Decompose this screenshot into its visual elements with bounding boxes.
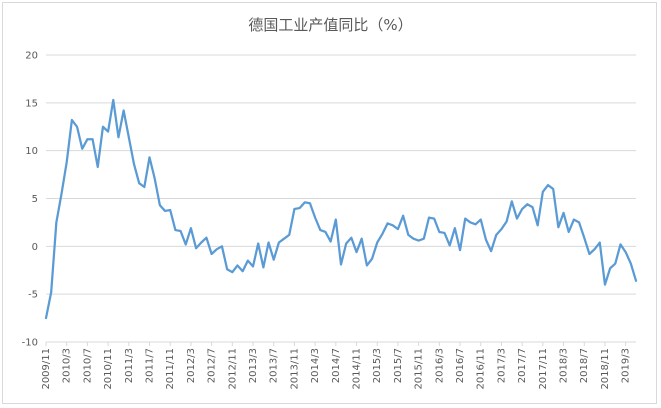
y-axis: -10 -5 0 5 10 15 20 [22,51,38,349]
y-tick-label: 20 [25,51,38,62]
x-tick-label: 2013/11 [289,348,300,390]
x-tick-label: 2009/11 [41,348,52,390]
x-tick-label: 2012/7 [207,348,218,383]
y-tick-label: 15 [25,98,38,109]
x-tick-label: 2013/3 [248,348,259,383]
y-tick-label: 0 [32,242,38,253]
chart-frame [2,2,657,404]
series-layer [44,98,638,320]
y-tick-label: -5 [28,290,38,301]
x-tick-label: 2014/3 [310,348,321,383]
x-tick-label: 2014/11 [352,348,363,390]
x-tick-label: 2012/11 [227,348,238,390]
x-axis: 2009/11 2010/3 2010/7 2010/11 2011/3 2011/7 20… [41,342,632,390]
x-tick-label: 2011/3 [124,348,135,383]
y-tick-label: 10 [25,146,38,157]
x-tick-label: 2017/11 [538,348,549,390]
x-tick-label: 2010/11 [103,348,114,390]
y-tick-label: 5 [32,194,38,205]
x-tick-label: 2016/11 [476,348,487,390]
x-tick-label: 2018/3 [559,348,570,383]
x-tick-label: 2015/11 [414,348,425,390]
x-tick-label: 2014/7 [331,348,342,383]
x-tick-label: 2015/3 [372,348,383,383]
x-tick-label: 2016/7 [455,348,466,383]
x-tick-label: 2018/11 [600,348,611,390]
y-tick-label: -10 [22,338,38,349]
x-tick-label: 2016/3 [434,348,445,383]
x-tick-label: 2018/7 [579,348,590,383]
grid-lines [46,54,636,343]
x-tick-label: 2010/7 [82,348,93,383]
x-tick-label: 2012/3 [186,348,197,383]
x-tick-label: 2015/7 [393,348,404,383]
x-tick-label: 2011/11 [165,348,176,390]
x-tick-label: 2013/7 [269,348,280,383]
x-tick-label: 2010/3 [62,348,73,383]
x-tick-label: 2017/3 [496,348,507,383]
chart-title: 德国工业产值同比（%） [248,16,413,34]
x-tick-label: 2019/3 [621,348,632,383]
series-line [44,98,638,320]
x-tick-label: 2011/7 [145,348,156,383]
x-tick-label: 2017/7 [517,348,528,383]
